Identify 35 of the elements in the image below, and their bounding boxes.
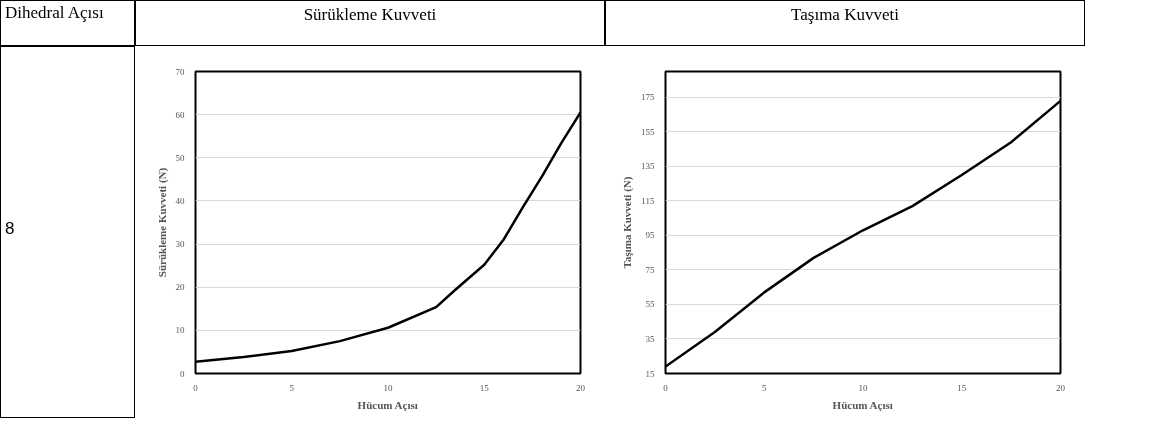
y-tick-label: 60 xyxy=(175,109,185,120)
y-tick-label: 20 xyxy=(175,282,185,293)
y-tick-label: 115 xyxy=(641,195,655,206)
chart-title: Taşıma Kuvveti xyxy=(791,4,899,26)
y-axis-title: Taşıma Kuvveti (N) xyxy=(621,176,634,269)
y-tick-label: 75 xyxy=(645,264,655,275)
x-tick-label: 10 xyxy=(383,382,393,393)
x-tick-label: 0 xyxy=(663,382,669,393)
y-tick-label: 95 xyxy=(645,230,655,241)
y-tick-label: 30 xyxy=(175,239,185,250)
y-tick-label: 10 xyxy=(175,325,185,336)
y-tick-label: 70 xyxy=(175,66,185,77)
x-tick-label: 15 xyxy=(479,382,490,393)
x-tick-label: 10 xyxy=(858,382,868,393)
y-tick-label: 0 xyxy=(180,368,185,379)
text: Dihedral Açısı xyxy=(5,3,104,23)
y-tick-label: 155 xyxy=(641,126,655,137)
y-tick-label: 15 xyxy=(645,368,655,379)
x-axis-title: Hücum Açısı xyxy=(832,398,893,411)
x-tick-label: 20 xyxy=(1056,382,1066,393)
x-axis-title: Hücum Açısı xyxy=(357,398,418,411)
y-tick-label: 135 xyxy=(641,161,655,172)
x-tick-label: 0 xyxy=(193,382,199,393)
y-tick-label: 175 xyxy=(641,92,655,103)
y-tick-label: 40 xyxy=(175,195,185,206)
chart-title: Sürükleme Kuvveti xyxy=(303,4,437,26)
y-tick-label: 35 xyxy=(645,333,655,344)
y-tick-label: 50 xyxy=(175,152,185,163)
x-tick-label: 5 xyxy=(289,382,295,393)
y-axis-title: Sürükleme Kuvveti (N) xyxy=(155,167,169,278)
x-tick-label: 5 xyxy=(762,382,767,393)
text: 8 xyxy=(5,218,15,240)
x-tick-label: 15 xyxy=(957,382,967,393)
x-tick-label: 20 xyxy=(576,382,586,393)
y-tick-label: 55 xyxy=(645,299,655,310)
